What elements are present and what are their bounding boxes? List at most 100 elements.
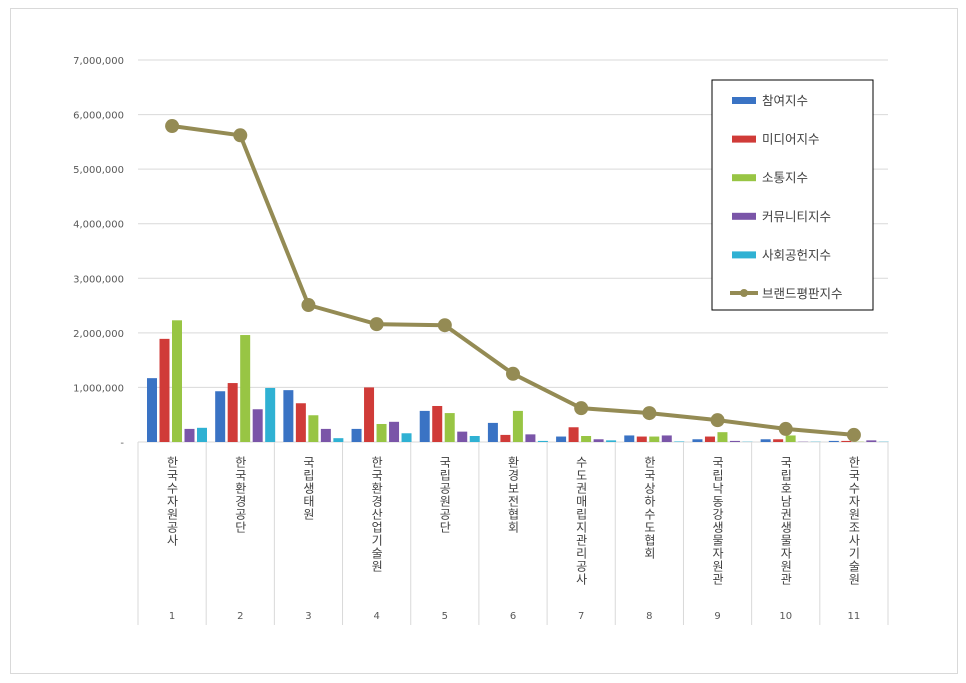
category-number: 9	[714, 611, 720, 622]
bar-2-10	[773, 439, 784, 442]
line-point-3	[301, 298, 316, 313]
bar-2-11	[841, 440, 852, 442]
line-point-2	[233, 128, 248, 143]
bar-4-6	[525, 434, 536, 442]
category-label: 국립공원공단	[438, 456, 452, 534]
bar-3-10	[785, 435, 796, 442]
legend-label: 브랜드평판지수	[762, 286, 843, 301]
legend-swatch	[732, 135, 756, 143]
bar-5-6	[537, 440, 548, 442]
category-label: 국립호남권생물자원관	[779, 456, 793, 586]
category-label: 한국수자원공사	[165, 456, 179, 547]
bar-3-9	[717, 432, 728, 442]
bar-1-9	[692, 439, 703, 442]
category-label: 국립생태원	[301, 456, 315, 521]
category-number: 1	[169, 611, 175, 622]
bar-3-4	[376, 423, 387, 442]
bar-1-3	[283, 390, 294, 442]
bar-2-5	[432, 405, 443, 442]
legend-label: 커뮤니티지수	[762, 209, 831, 224]
bar-3-2	[240, 335, 251, 442]
line-point-5	[437, 318, 452, 333]
bar-1-1	[147, 378, 157, 442]
y-tick-label: 1,000,000	[73, 383, 124, 394]
line-point-8	[642, 406, 657, 421]
category-number: 2	[237, 611, 243, 622]
legend-label: 미디어지수	[762, 132, 820, 147]
y-tick-label: 2,000,000	[73, 329, 124, 340]
bar-1-11	[828, 440, 839, 442]
line-point-7	[574, 401, 589, 416]
bar-2-4	[364, 387, 375, 442]
category-number: 8	[646, 611, 652, 622]
category-number: 4	[373, 611, 379, 622]
legend-swatch	[732, 174, 756, 182]
bar-2-1	[159, 338, 170, 442]
line-point-4	[369, 317, 384, 332]
bar-3-5	[444, 413, 455, 442]
bar-1-4	[351, 428, 362, 442]
bar-3-7	[581, 435, 592, 442]
bar-3-6	[512, 410, 523, 442]
bar-3-1	[172, 320, 182, 442]
category-label: 한국환경산업기술원	[370, 456, 384, 573]
bar-4-9	[729, 440, 740, 442]
legend-swatch	[732, 212, 756, 220]
bar-2-9	[704, 436, 715, 442]
y-tick-label: 5,000,000	[73, 165, 124, 176]
line-point-9	[710, 413, 725, 428]
category-label: 한국환경공단	[233, 456, 247, 534]
bar-5-8	[674, 441, 685, 442]
line-point-11	[846, 427, 861, 442]
category-label: 한국상하수도협회	[642, 456, 656, 560]
category-number: 7	[578, 611, 584, 622]
line-point-10	[778, 421, 793, 436]
legend-swatch	[732, 97, 756, 104]
bar-5-7	[606, 440, 617, 442]
category-number: 5	[442, 611, 448, 622]
bar-1-10	[760, 439, 771, 442]
legend-label: 소통지수	[762, 170, 808, 185]
category-label: 환경보전협회	[506, 456, 520, 534]
bar-1-5	[419, 410, 430, 442]
bar-2-8	[636, 436, 647, 442]
category-number: 3	[305, 611, 311, 622]
legend-label: 사회공헌지수	[762, 247, 831, 262]
category-label: 한국수자원조사기술원	[847, 456, 861, 586]
category-number: 11	[848, 611, 861, 622]
line-point-6	[506, 366, 520, 381]
bar-3-3	[308, 415, 319, 442]
bar-4-4	[389, 421, 400, 442]
bar-2-3	[295, 403, 306, 442]
category-label: 수도권매립지관리공사	[574, 456, 588, 586]
bar-4-8	[661, 435, 672, 442]
y-tick-label: 3,000,000	[73, 274, 124, 285]
bar-4-11	[866, 440, 877, 442]
category-number: 10	[779, 611, 792, 622]
bar-3-8	[649, 436, 660, 442]
bar-1-7	[556, 436, 567, 442]
bar-2-6	[500, 434, 511, 442]
y-tick-label: -	[120, 438, 124, 449]
y-tick-label: 6,000,000	[73, 111, 124, 122]
bar-5-4	[401, 433, 412, 442]
bar-5-3	[333, 438, 344, 442]
legend-label: 참여지수	[762, 93, 808, 108]
bar-4-7	[593, 439, 604, 442]
bar-5-2	[265, 387, 276, 442]
bar-4-1	[184, 428, 195, 442]
bar-4-2	[252, 409, 263, 442]
category-label: 국립낙동강생물자원관	[711, 456, 725, 586]
legend-swatch	[732, 251, 756, 259]
bar-1-6	[487, 422, 498, 442]
bar-2-2	[227, 383, 238, 442]
line-point-1	[165, 119, 180, 134]
bar-5-1	[197, 427, 207, 442]
bar-5-5	[469, 435, 480, 442]
y-tick-label: 4,000,000	[73, 220, 124, 231]
category-number: 6	[510, 611, 516, 622]
bar-4-5	[457, 431, 468, 442]
y-tick-label: 7,000,000	[73, 56, 124, 67]
